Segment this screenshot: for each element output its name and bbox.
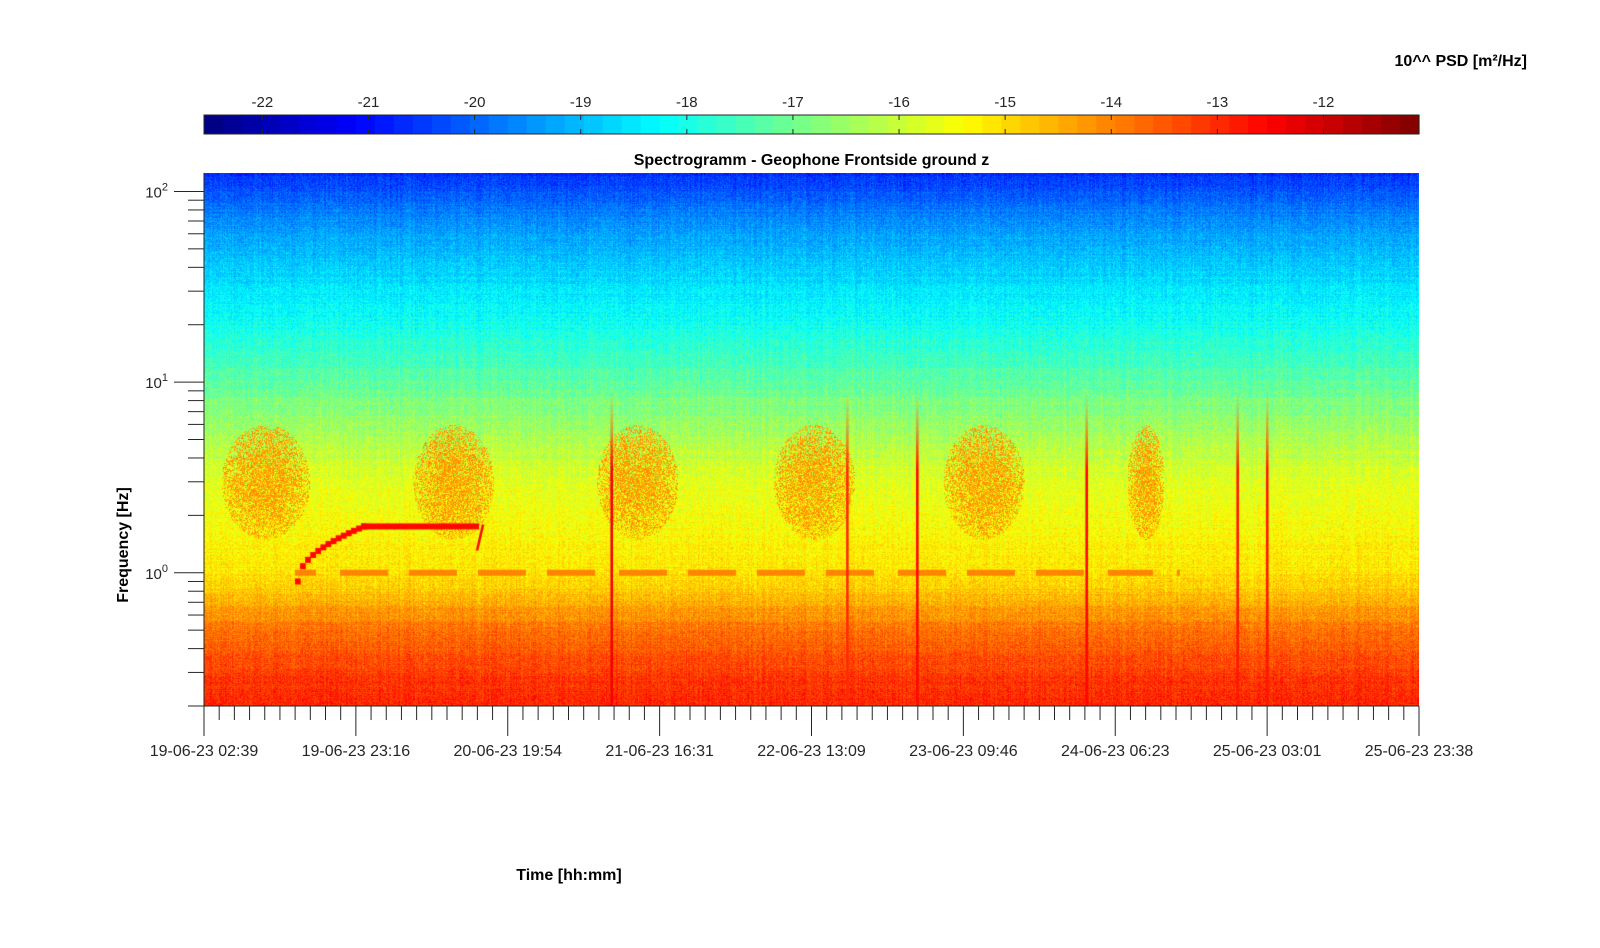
- colorbar-segment: [602, 115, 623, 134]
- colorbar-segment: [279, 115, 300, 134]
- colorbar-segment: [659, 115, 680, 134]
- y-axis: 100 101 102: [145, 173, 205, 707]
- colorbar-segment: [697, 115, 718, 134]
- colorbar-segment: [507, 115, 528, 134]
- colorbar-segment: [1343, 115, 1363, 134]
- colorbar-segment: [1020, 115, 1040, 134]
- colorbar-segment: [1305, 115, 1325, 134]
- colorbar-segment: [735, 115, 756, 134]
- x-tick-label: 19-06-23 23:16: [302, 743, 411, 760]
- colorbar-segment: [412, 115, 433, 134]
- colorbar-segment: [1134, 115, 1154, 134]
- colorbar-segment: [317, 115, 338, 134]
- colorbar-segment: [1381, 115, 1401, 134]
- colorbar-segment: [621, 115, 642, 134]
- x-tick-label: 21-06-23 16:31: [605, 743, 714, 760]
- colorbar-segment: [1267, 115, 1287, 134]
- colorbar-segment: [1191, 115, 1211, 134]
- colorbar-segment: [450, 115, 471, 134]
- colorbar-tick-label: -15: [994, 94, 1016, 111]
- colorbar-segment: [374, 115, 395, 134]
- x-tick-label: 23-06-23 09:46: [909, 743, 1018, 760]
- colorbar-segment: [1001, 115, 1021, 134]
- colorbar-segment: [1153, 115, 1173, 134]
- colorbar-segment: [1058, 115, 1078, 134]
- spectrogram-plot-area: [204, 173, 1419, 706]
- colorbar-segment: [355, 115, 376, 134]
- colorbar-tick-label: -21: [358, 94, 380, 111]
- colorbar-segment: [811, 115, 832, 134]
- chart-title: Spectrogramm - Geophone Frontside ground…: [634, 152, 990, 169]
- colorbar-segment: [545, 115, 566, 134]
- spectrogram-heatmap: [204, 173, 1419, 706]
- colorbar-segment: [260, 115, 281, 134]
- y-tick-label: 101: [145, 372, 168, 392]
- colorbar-tick-label: -19: [570, 94, 592, 111]
- colorbar-segment: [963, 115, 983, 134]
- colorbar-segment: [336, 115, 357, 134]
- colorbar-segment: [298, 115, 319, 134]
- x-axis-label: Time [hh:mm]: [516, 867, 621, 884]
- colorbar-segment: [792, 115, 813, 134]
- colorbar-segment: [1210, 115, 1230, 134]
- colorbar-segment: [887, 115, 908, 134]
- colorbar-segment: [754, 115, 775, 134]
- colorbar-segment: [1362, 115, 1382, 134]
- colorbar-tick-label: -13: [1207, 94, 1229, 111]
- x-tick-label: 20-06-23 19:54: [453, 743, 562, 760]
- x-tick-label: 22-06-23 13:09: [757, 743, 866, 760]
- colorbar-segment: [1324, 115, 1344, 134]
- colorbar-segment: [678, 115, 699, 134]
- colorbar-segment: [830, 115, 851, 134]
- colorbar-segment: [241, 115, 262, 134]
- colorbar-segment: [204, 115, 224, 134]
- x-axis: 19-06-23 02:39 19-06-23 23:16 20-06-23 19:…: [150, 705, 1474, 760]
- colorbar-segment: [868, 115, 889, 134]
- x-tick-label: 19-06-23 02:39: [150, 743, 259, 760]
- colorbar-segment: [1286, 115, 1306, 134]
- colorbar-segment: [222, 115, 243, 134]
- colorbar-segment: [393, 115, 414, 134]
- y-tick-label: 102: [145, 181, 168, 201]
- x-tick-label: 24-06-23 06:23: [1061, 743, 1170, 760]
- colorbar-tick-label: -22: [252, 94, 274, 111]
- colorbar-tick-label: -18: [676, 94, 698, 111]
- colorbar-segment: [1115, 115, 1135, 134]
- colorbar-tick-label: -17: [782, 94, 804, 111]
- colorbar-segment: [431, 115, 452, 134]
- colorbar-tick-label: -20: [464, 94, 486, 111]
- colorbar-segment: [906, 115, 926, 134]
- colorbar-segment: [849, 115, 870, 134]
- colorbar-segment: [944, 115, 964, 134]
- colorbar-tick-label: -14: [1100, 94, 1122, 111]
- colorbar-segment: [488, 115, 509, 134]
- x-tick-label: 25-06-23 23:38: [1365, 743, 1474, 760]
- colorbar-segment: [1229, 115, 1249, 134]
- colorbar-label: 10^^ PSD [m²/Hz]: [1395, 53, 1527, 70]
- colorbar: [203, 114, 1420, 135]
- colorbar-segment: [1172, 115, 1192, 134]
- x-tick-label: 25-06-23 03:01: [1213, 743, 1322, 760]
- colorbar-frame: [203, 114, 1420, 135]
- colorbar-segment: [982, 115, 1002, 134]
- colorbar-segment: [1400, 115, 1420, 134]
- y-tick-label: 100: [145, 563, 168, 583]
- colorbar-segment: [1077, 115, 1097, 134]
- colorbar-segment: [1039, 115, 1059, 134]
- y-axis-label: Frequency [Hz]: [115, 487, 132, 603]
- colorbar-segment: [716, 115, 737, 134]
- colorbar-segment: [583, 115, 604, 134]
- colorbar-segment: [925, 115, 945, 134]
- colorbar-segment: [1248, 115, 1268, 134]
- colorbar-segment: [564, 115, 585, 134]
- colorbar-segment: [640, 115, 661, 134]
- colorbar-tick-label: -16: [888, 94, 910, 111]
- colorbar-segment: [526, 115, 547, 134]
- colorbar-ticks: -22 -21 -20 -19 -18 -17 -16 -15 -14 -13 -12: [252, 94, 1335, 134]
- colorbar-segment: [469, 115, 490, 134]
- colorbar-tick-label: -12: [1313, 94, 1335, 111]
- colorbar-segment: [1096, 115, 1116, 134]
- colorbar-segment: [773, 115, 794, 134]
